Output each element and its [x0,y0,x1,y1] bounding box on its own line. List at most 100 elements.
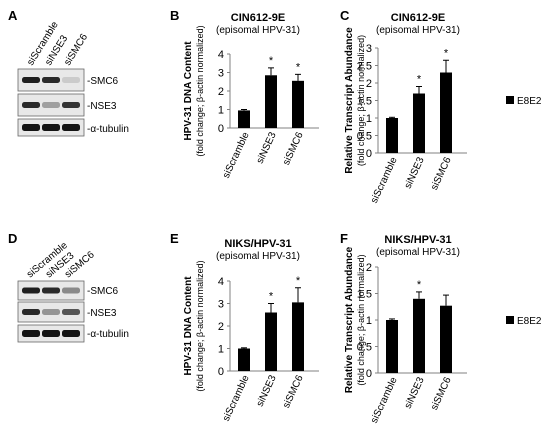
bar [238,348,250,371]
bar [413,298,425,373]
blot-band [62,309,80,315]
significance-marker: * [417,74,422,86]
blot-band [42,102,60,108]
x-tick-label: siSMC6 [281,130,306,167]
y-tick-label: 3 [218,68,224,80]
y-axis-sublabel: (fold change; β-actin normalized) [356,35,366,166]
y-axis-label: Relative Transcript Abundance [344,246,355,393]
panel-letter: F [340,231,348,246]
legend-bottom: E8E2 [506,316,542,327]
y-tick-label: 2 [366,262,372,274]
y-tick-label: 0 [366,368,372,380]
chart-subtitle: (episomal HPV-31) [216,25,300,36]
chart-f: F NIKS/HPV-31(episomal HPV-31) Relative Tr… [340,231,467,425]
blot-band [62,124,80,131]
blot-band [22,124,40,131]
panel-letter: C [340,8,350,23]
y-tick-label: 2 [218,321,224,333]
significance-marker: * [296,61,301,73]
legend-label-top: E8E2 [517,96,542,107]
bar [292,302,304,371]
y-tick-label: 1 [218,344,224,356]
chart-title: NIKS/HPV-31 [224,238,291,250]
chart-e: E NIKS/HPV-31(episomal HPV-31) HPV-31 DNA … [170,231,319,423]
x-tick-label: siSMC6 [429,375,454,412]
y-tick-label: 1 [366,315,372,327]
y-tick-label: 1 [218,105,224,117]
y-tick-label: 2 [366,78,372,90]
chart-b: B CIN612-9E(episomal HPV-31) HPV-31 DNA Co… [170,8,319,180]
y-tick-label: 1.5 [357,96,372,108]
blot-band [42,124,60,131]
x-tick-label: siScramble [369,155,400,205]
legend-swatch-top [506,96,514,104]
y-tick-label: 4 [218,276,224,288]
x-tick-label: siScramble [369,375,400,425]
y-axis-label: HPV-31 DNA Content [183,276,194,376]
panel-letter-d: D [8,231,17,246]
blot-band [22,309,40,315]
y-axis-sublabel: (fold change; β-actin normalized) [195,260,205,391]
bar [386,118,398,153]
blot-band [22,77,40,83]
y-tick-label: 0 [218,123,224,135]
significance-marker: * [417,279,422,291]
y-axis-label: Relative Transcript Abundance [344,27,355,174]
blot-band [42,330,60,337]
blot-band [62,102,80,108]
legend-top: E8E2 [506,96,542,107]
y-tick-label: 0.5 [357,342,372,354]
chart-c: C CIN612-9E(episomal HPV-31) Relative Tran… [340,8,467,205]
y-tick-label: 3 [366,43,372,55]
chart-title: CIN612-9E [231,12,285,24]
x-tick-label: siNSE3 [255,130,279,165]
blot-band [42,77,60,83]
blot-band [62,330,80,337]
y-tick-label: 0 [218,366,224,378]
y-tick-label: 2 [218,86,224,98]
blot-label-d-smc6: -SMC6 [87,286,119,297]
blot-band [42,287,60,294]
chart-title: NIKS/HPV-31 [384,234,451,246]
x-tick-label: siNSE3 [255,373,279,408]
x-tick-label: siSMC6 [281,373,306,410]
y-tick-label: 1 [366,113,372,125]
bar [440,72,452,153]
bar [292,80,304,128]
panel-letter-a: A [8,8,18,23]
chart-subtitle: (episomal HPV-31) [376,247,460,258]
chart-title: CIN612-9E [391,12,445,24]
bar [386,320,398,373]
blot-panel-a: A siScramble siNSE3 siSMC6 -SMC6 -NSE3 -… [8,8,129,137]
y-axis-label: HPV-31 DNA Content [183,41,194,141]
y-tick-label: 2.5 [357,61,372,73]
blot-panel-d: D siScramble siNSE3 siSMC6 -SMC6 -NSE3 -… [8,231,129,343]
blot-band [22,102,40,108]
blot-label-a-nse3: -NSE3 [87,101,117,112]
x-tick-label: siNSE3 [403,155,427,190]
x-tick-label: siScramble [221,130,252,180]
blot-label-a-smc6: -SMC6 [87,76,119,87]
y-tick-label: 3 [218,299,224,311]
bar [440,305,452,373]
chart-subtitle: (episomal HPV-31) [376,25,460,36]
blot-band [62,77,80,83]
significance-marker: * [444,47,449,59]
bar [238,110,250,128]
panel-letter: B [170,8,179,23]
blot-label-d-tubulin: -α-tubulin [87,329,129,340]
legend-label-bottom: E8E2 [517,316,542,327]
blot-band [22,287,40,294]
significance-marker: * [269,55,274,67]
y-tick-label: 4 [218,49,224,61]
panel-letter: E [170,231,179,246]
bar [265,75,277,128]
bar [265,312,277,371]
chart-subtitle: (episomal HPV-31) [216,251,300,262]
y-tick-label: 0 [366,148,372,160]
blot-band [42,309,60,315]
bar [413,93,425,153]
y-axis-sublabel: (fold change; β-actin normalized) [195,25,205,156]
x-tick-label: siScramble [221,373,252,423]
y-tick-label: 0.5 [357,131,372,143]
